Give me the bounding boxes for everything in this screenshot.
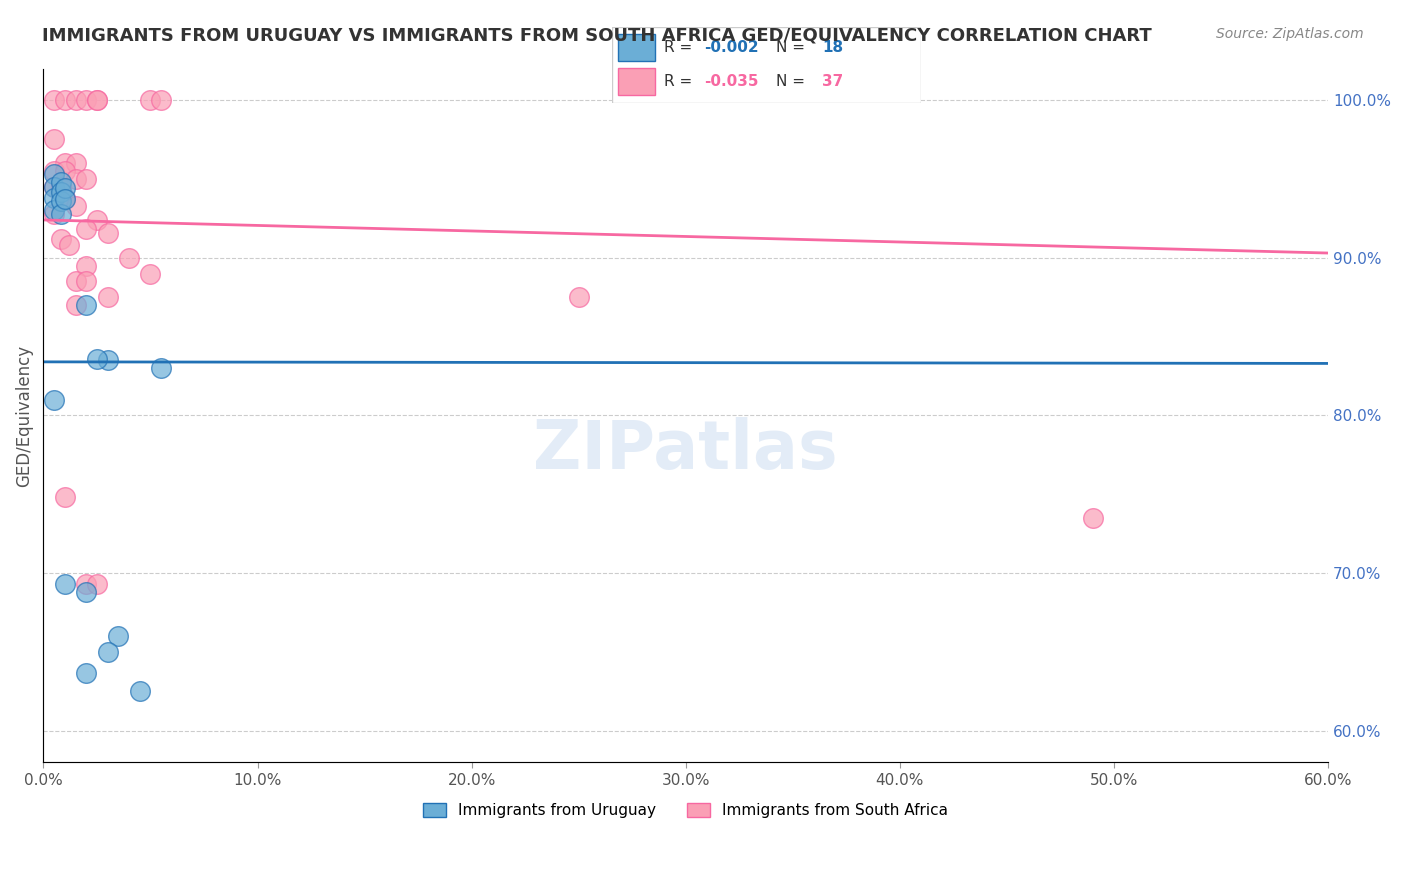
FancyBboxPatch shape bbox=[612, 27, 921, 103]
Point bbox=[42, 203, 65, 218]
Text: -0.002: -0.002 bbox=[704, 40, 759, 55]
Point bbox=[65, 274, 87, 288]
Point bbox=[42, 179, 65, 194]
Y-axis label: GED/Equivalency: GED/Equivalency bbox=[15, 344, 32, 486]
Point bbox=[53, 491, 76, 505]
Point bbox=[49, 175, 72, 189]
Point bbox=[118, 251, 141, 265]
Point bbox=[128, 684, 150, 698]
Point bbox=[42, 167, 65, 181]
Point bbox=[53, 164, 76, 178]
Legend: Immigrants from Uruguay, Immigrants from South Africa: Immigrants from Uruguay, Immigrants from… bbox=[418, 797, 955, 824]
Text: R =: R = bbox=[664, 40, 697, 55]
Point bbox=[53, 156, 76, 170]
Point bbox=[42, 93, 65, 107]
Point bbox=[65, 172, 87, 186]
FancyBboxPatch shape bbox=[617, 34, 655, 61]
Point bbox=[139, 267, 162, 281]
Point bbox=[49, 232, 72, 246]
FancyBboxPatch shape bbox=[617, 69, 655, 95]
Point bbox=[75, 585, 97, 599]
Point bbox=[86, 93, 108, 107]
Point bbox=[568, 290, 591, 304]
Point bbox=[75, 259, 97, 273]
Point bbox=[53, 181, 76, 195]
Point bbox=[53, 193, 76, 207]
Point bbox=[49, 194, 72, 208]
Point bbox=[65, 199, 87, 213]
Text: N =: N = bbox=[776, 74, 810, 89]
Point bbox=[42, 132, 65, 146]
Point bbox=[75, 298, 97, 312]
Text: Source: ZipAtlas.com: Source: ZipAtlas.com bbox=[1216, 27, 1364, 41]
Point bbox=[42, 179, 65, 194]
Point bbox=[75, 665, 97, 680]
Point bbox=[97, 353, 120, 368]
Text: 18: 18 bbox=[823, 40, 844, 55]
Text: N =: N = bbox=[776, 40, 810, 55]
Point bbox=[75, 577, 97, 591]
Point bbox=[75, 172, 97, 186]
Point bbox=[53, 191, 76, 205]
Point bbox=[86, 577, 108, 591]
Point bbox=[42, 164, 65, 178]
Point bbox=[139, 93, 162, 107]
Point bbox=[65, 156, 87, 170]
Point bbox=[86, 351, 108, 366]
Text: ZIPatlas: ZIPatlas bbox=[533, 417, 838, 483]
Point bbox=[1081, 511, 1104, 525]
Text: -0.035: -0.035 bbox=[704, 74, 759, 89]
Point bbox=[97, 226, 120, 240]
Point bbox=[42, 191, 65, 205]
Point bbox=[150, 93, 173, 107]
Point bbox=[75, 93, 97, 107]
Point bbox=[49, 179, 72, 194]
Point bbox=[49, 185, 72, 199]
Point bbox=[49, 206, 72, 220]
Point bbox=[58, 238, 80, 252]
Point bbox=[97, 645, 120, 659]
Text: IMMIGRANTS FROM URUGUAY VS IMMIGRANTS FROM SOUTH AFRICA GED/EQUIVALENCY CORRELAT: IMMIGRANTS FROM URUGUAY VS IMMIGRANTS FR… bbox=[42, 27, 1152, 45]
Text: R =: R = bbox=[664, 74, 697, 89]
Point bbox=[97, 290, 120, 304]
Text: 37: 37 bbox=[823, 74, 844, 89]
Point bbox=[53, 93, 76, 107]
Point bbox=[65, 298, 87, 312]
Point bbox=[107, 629, 129, 643]
Point bbox=[75, 274, 97, 288]
Point bbox=[42, 392, 65, 407]
Point bbox=[150, 361, 173, 376]
Point bbox=[53, 577, 76, 591]
Point bbox=[42, 206, 65, 220]
Point bbox=[75, 222, 97, 236]
Point bbox=[65, 93, 87, 107]
Point bbox=[86, 213, 108, 227]
Point bbox=[86, 93, 108, 107]
